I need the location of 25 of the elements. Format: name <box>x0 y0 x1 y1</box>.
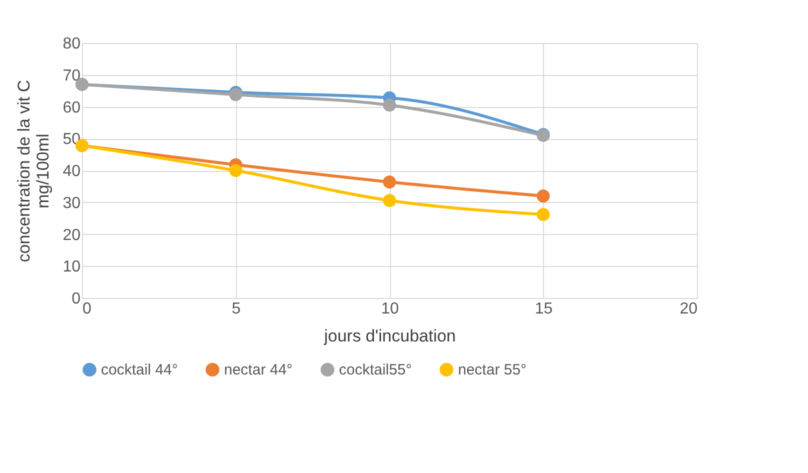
y-tick-label: 10 <box>62 258 81 276</box>
y-tick-label: 60 <box>62 99 81 116</box>
point <box>382 98 396 112</box>
point <box>536 208 550 221</box>
x-tick-label: 0 <box>82 300 92 318</box>
point <box>229 88 242 102</box>
y-tick-label: 40 <box>62 163 81 180</box>
y-axis-title: concentration de la vit C mg/100ml <box>14 80 53 262</box>
legend-label: cocktail 44° <box>101 362 178 379</box>
y-tick-label: 70 <box>62 67 81 84</box>
x-tick-label: 5 <box>232 300 241 318</box>
y-tick-label: 30 <box>62 194 81 212</box>
point <box>229 164 242 178</box>
x-tick-label: 15 <box>534 300 553 318</box>
point <box>536 189 550 203</box>
point <box>382 175 396 188</box>
legend-label: nectar 55° <box>458 362 527 379</box>
legend-label: nectar 44° <box>224 362 293 379</box>
y-tick-label: 20 <box>62 226 81 244</box>
x-axis-title: jours d'incubation <box>323 326 456 346</box>
x-tick-label: 20 <box>680 300 698 318</box>
x-tick-label: 10 <box>381 300 399 318</box>
y-tick-label: 80 <box>62 36 81 52</box>
point <box>382 194 396 207</box>
legend-label: cocktail55° <box>339 362 412 379</box>
